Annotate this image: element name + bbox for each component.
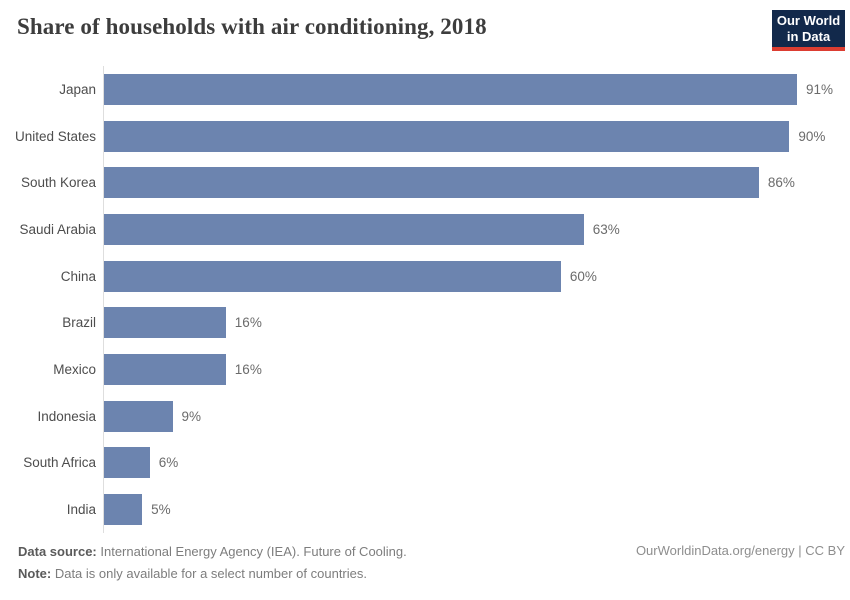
note-text: Data is only available for a select numb… — [51, 566, 367, 581]
chart-row: Indonesia 9% — [0, 393, 850, 440]
value-label: 63% — [592, 221, 620, 237]
chart-row: Mexico 16% — [0, 346, 850, 393]
data-source-label: Data source: — [18, 544, 97, 559]
owid-logo[interactable]: Our World in Data — [772, 10, 845, 51]
chart-row: United States 90% — [0, 113, 850, 160]
bar[interactable] — [104, 307, 226, 339]
country-label: China — [60, 268, 96, 284]
y-axis-line — [103, 66, 104, 533]
value-label: 16% — [234, 362, 262, 378]
bar[interactable] — [104, 167, 759, 199]
owid-logo-red-underline — [772, 47, 845, 51]
country-label: Indonesia — [37, 408, 96, 424]
value-label: 9% — [181, 408, 202, 424]
owid-logo-line1: Our World — [776, 13, 841, 28]
country-label: Saudi Arabia — [19, 221, 96, 237]
bar-chart: Japan 91% United States 90% South Korea 86% Sa… — [0, 66, 850, 533]
value-label: 16% — [234, 315, 262, 331]
chart-rows: Japan 91% United States 90% South Korea 86% Sa… — [0, 66, 850, 533]
credit-link[interactable]: OurWorldinData.org/energy | CC BY — [635, 543, 845, 558]
chart-footnote: Data source: International Energy Agency… — [18, 541, 407, 585]
owid-logo-line2: in Data — [786, 29, 831, 44]
value-label: 6% — [158, 455, 179, 471]
country-label: South Korea — [20, 175, 96, 191]
note-label: Note: — [18, 566, 52, 581]
value-label: 91% — [806, 81, 834, 97]
page-title: Share of households with air conditionin… — [17, 14, 487, 39]
data-source-line: Data source: International Energy Agency… — [18, 541, 407, 563]
country-label: Japan — [59, 81, 96, 97]
note-line: Note: Data is only available for a selec… — [18, 563, 407, 585]
chart-row: South Korea 86% — [0, 159, 850, 206]
bar[interactable] — [104, 400, 173, 432]
country-label: United States — [14, 128, 96, 144]
country-label: Brazil — [62, 315, 96, 331]
chart-row: Japan 91% — [0, 66, 850, 113]
bar[interactable] — [104, 354, 226, 386]
chart-row: India 5% — [0, 486, 850, 533]
value-label: 60% — [569, 268, 597, 284]
bar[interactable] — [104, 494, 143, 526]
bar[interactable] — [104, 213, 584, 245]
bar[interactable] — [104, 120, 790, 152]
value-label: 5% — [151, 502, 171, 518]
chart-row: Brazil 16% — [0, 300, 850, 347]
chart-row: South Africa 6% — [0, 440, 850, 487]
country-label: India — [66, 502, 96, 518]
data-source-text: International Energy Agency (IEA). Futur… — [96, 544, 407, 559]
value-label: 86% — [767, 175, 795, 191]
country-label: South Africa — [23, 455, 96, 471]
chart-row: Saudi Arabia 63% — [0, 206, 850, 253]
bar[interactable] — [104, 447, 150, 479]
bar[interactable] — [104, 260, 561, 292]
bar[interactable] — [104, 73, 797, 105]
country-label: Mexico — [53, 362, 96, 378]
chart-row: China 60% — [0, 253, 850, 300]
owid-logo-text: Our World in Data — [772, 10, 845, 47]
value-label: 90% — [798, 128, 826, 144]
